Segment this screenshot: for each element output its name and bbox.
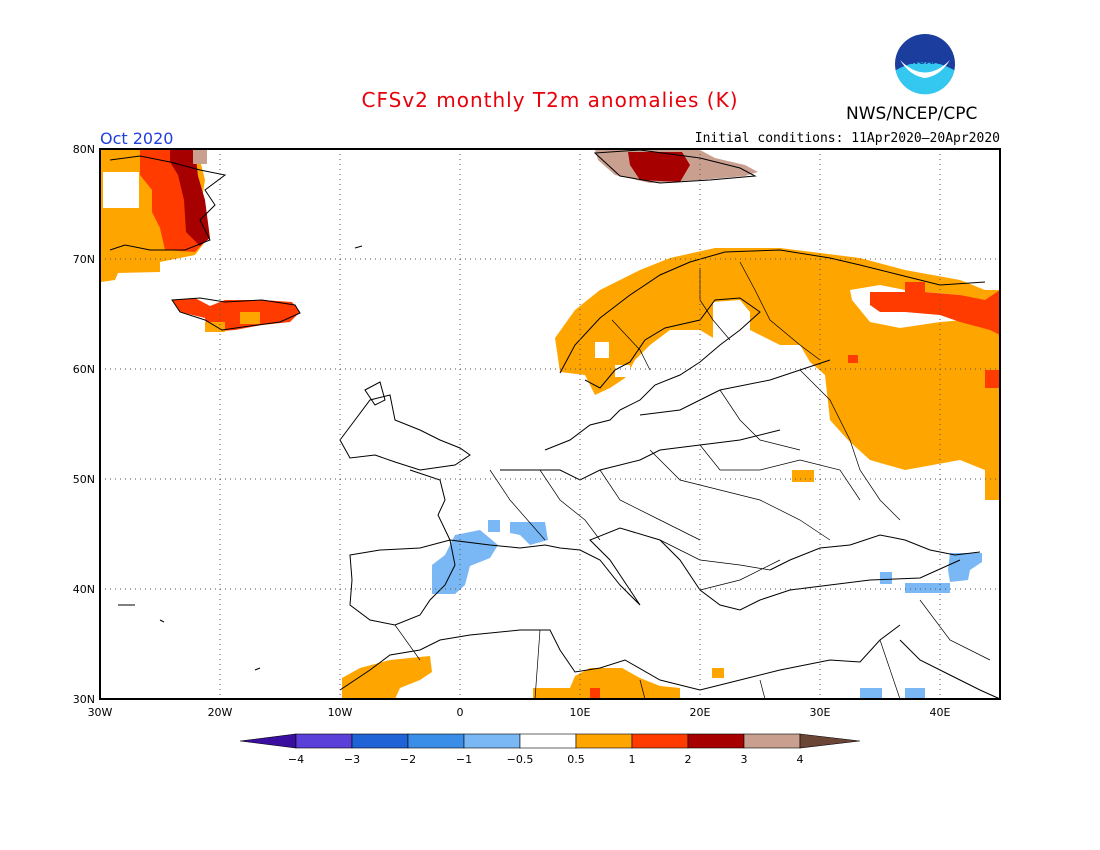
colorbar-label: −2 bbox=[400, 753, 416, 766]
noaa-logo: NOAA bbox=[895, 34, 955, 95]
anomaly-egypt-orange bbox=[712, 668, 724, 678]
colorbar-label: 2 bbox=[685, 753, 692, 766]
lat-tick: 70N bbox=[73, 253, 95, 266]
anomaly-france-blue bbox=[510, 522, 548, 545]
colorbar-label: 0.5 bbox=[567, 753, 585, 766]
lon-tick: 10E bbox=[570, 706, 591, 719]
colorbar-cell bbox=[575, 733, 633, 749]
colorbar-label: −4 bbox=[288, 753, 304, 766]
anomaly-scandinavia-white1 bbox=[595, 342, 609, 358]
colorbar-cell bbox=[351, 733, 409, 749]
map-frame bbox=[99, 148, 1001, 700]
lat-tick: 30N bbox=[73, 693, 95, 706]
colorbar-cell bbox=[631, 733, 689, 749]
map-panel bbox=[99, 148, 1001, 700]
coastlines bbox=[109, 149, 1001, 700]
anomaly-iceland-orange2 bbox=[205, 322, 225, 332]
lon-tick: 40E bbox=[930, 706, 951, 719]
colorbar-label: 1 bbox=[629, 753, 636, 766]
lat-tick: 40N bbox=[73, 583, 95, 596]
anomaly-greenland-brown bbox=[193, 150, 207, 164]
colorbar-label: −3 bbox=[344, 753, 360, 766]
colorbar-label: 4 bbox=[797, 753, 804, 766]
lon-tick: 30W bbox=[88, 706, 113, 719]
anomaly-finland-white bbox=[713, 300, 780, 345]
anomaly-iceland-orange bbox=[240, 312, 260, 324]
anomaly-russia-red2 bbox=[848, 355, 858, 363]
colorbar-arrow-low bbox=[239, 733, 297, 749]
agency-label: NWS/NCEP/CPC bbox=[846, 104, 978, 124]
anomaly-greenland-darkred bbox=[170, 150, 210, 246]
anomaly-svalbard-darkred bbox=[628, 152, 690, 182]
anomaly-caucasus-blue bbox=[948, 553, 982, 582]
lon-tick: 20E bbox=[690, 706, 711, 719]
initial-conditions: Initial conditions: 11Apr2020–20Apr2020 bbox=[694, 131, 1000, 146]
colorbar-cell bbox=[463, 733, 521, 749]
lon-tick: 30E bbox=[810, 706, 831, 719]
lat-tick: 60N bbox=[73, 363, 95, 376]
map-title: CFSv2 monthly T2m anomalies (K) bbox=[361, 88, 739, 112]
anomaly-turkey-blue2 bbox=[905, 583, 950, 593]
anomaly-biscay-blue bbox=[488, 520, 500, 532]
colorbar-label: −1 bbox=[456, 753, 472, 766]
forecast-month: Oct 2020 bbox=[100, 129, 174, 148]
colorbar: −4 −3 −2 −1 −0.5 0.5 1 2 3 4 bbox=[239, 733, 861, 766]
lon-tick: 20W bbox=[208, 706, 233, 719]
anomaly-greenland-white bbox=[103, 172, 139, 208]
anomaly-kola-red bbox=[870, 282, 1000, 335]
colorbar-label: −0.5 bbox=[507, 753, 534, 766]
colorbar-cell bbox=[295, 733, 353, 749]
colorbar-cell bbox=[519, 733, 577, 749]
anomaly-levant-blue2 bbox=[905, 688, 925, 699]
anomaly-turkey-blue1 bbox=[880, 572, 892, 584]
country-borders bbox=[394, 261, 991, 700]
anomaly-libya-red bbox=[590, 688, 600, 699]
anomaly-shading bbox=[101, 150, 1000, 699]
colorbar-arrow-high bbox=[799, 733, 861, 749]
anomaly-scandinavia-white2 bbox=[615, 365, 630, 377]
anomaly-ukraine-orange bbox=[792, 470, 814, 482]
graticule bbox=[100, 149, 1000, 699]
colorbar-cell bbox=[743, 733, 801, 749]
lon-tick-labels: 30W 20W 10W 0 10E 20E 30E 40E bbox=[88, 706, 951, 719]
lat-tick: 50N bbox=[73, 473, 95, 486]
colorbar-cell bbox=[687, 733, 745, 749]
lat-tick-labels: 30N 40N 50N 60N 70N 80N bbox=[73, 143, 95, 706]
anomaly-morocco bbox=[342, 656, 432, 699]
lat-tick: 80N bbox=[73, 143, 95, 156]
lon-tick: 0 bbox=[457, 706, 464, 719]
anomaly-levant-blue1 bbox=[860, 688, 882, 699]
colorbar-label: 3 bbox=[741, 753, 748, 766]
lon-tick: 10W bbox=[328, 706, 353, 719]
anomaly-russia-red bbox=[985, 370, 1000, 388]
colorbar-cell bbox=[407, 733, 465, 749]
noaa-logo-text: NOAA bbox=[911, 57, 940, 67]
